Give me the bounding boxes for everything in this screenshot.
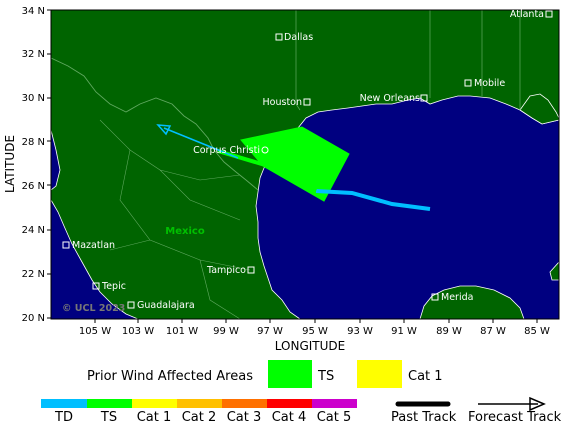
- lon-tick-label: 89 W: [436, 326, 462, 337]
- scale-label: TD: [54, 410, 73, 425]
- yucatan-peninsula: [419, 285, 525, 319]
- past-track-line: [315, 189, 431, 211]
- lon-tick-label: 95 W: [302, 326, 328, 337]
- scale-label: TS: [100, 410, 117, 425]
- us-mexico-border: [51, 57, 259, 191]
- scale-cat5: [312, 399, 357, 408]
- city-marker: [261, 146, 269, 154]
- ts-swatch: [268, 360, 312, 388]
- forecast-track-label: Forecast Track: [468, 410, 562, 425]
- intensity-scale: TD TS Cat 1 Cat 2 Cat 3 Cat 4 Cat 5: [41, 399, 357, 425]
- lon-tick-label: 105 W: [79, 326, 111, 337]
- past-track-label: Past Track: [391, 410, 457, 425]
- city-label: Tampico: [206, 265, 246, 276]
- cat1-swatch: [357, 360, 402, 388]
- scale-td: [41, 399, 87, 408]
- city-marker: [303, 98, 311, 106]
- lat-tick-label: 26 N: [22, 181, 45, 192]
- mexico-state-borders: [99, 119, 251, 319]
- lon-tick-label: 85 W: [524, 326, 550, 337]
- scale-label: Cat 2: [182, 410, 217, 425]
- city-label: Corpus Christi: [193, 145, 260, 156]
- lon-tick-label: 99 W: [213, 326, 239, 337]
- lon-tick-label: 103 W: [122, 326, 154, 337]
- lat-tick-label: 28 N: [22, 137, 45, 148]
- country-label: Mexico: [165, 226, 205, 237]
- city-marker: [464, 79, 472, 87]
- forecast-arrow-head: [156, 124, 172, 136]
- state-border: [295, 10, 521, 111]
- city-label: Tepic: [101, 281, 126, 292]
- lon-tick-label: 91 W: [391, 326, 417, 337]
- scale-cat1: [132, 399, 177, 408]
- lon-ticks: 105 W 103 W 101 W 99 W 97 W 95 W 93 W 91…: [79, 319, 550, 337]
- city-label: New Orleans: [360, 93, 420, 104]
- city-marker: [127, 301, 135, 309]
- pacific-ocean: [51, 199, 139, 319]
- scale-label: Cat 3: [227, 410, 262, 425]
- scale-label: Cat 1: [137, 410, 172, 425]
- scale-cat2: [177, 399, 222, 408]
- copyright-text: © UCL 2023: [62, 303, 125, 314]
- gulf-of-california: [51, 129, 61, 191]
- lat-ticks: 34 N 32 N 30 N 28 N 26 N 24 N 22 N 20 N: [22, 6, 51, 324]
- scale-cat3: [222, 399, 267, 408]
- city-label: Merida: [441, 292, 473, 303]
- lat-tick-label: 20 N: [22, 313, 45, 324]
- lon-tick-label: 93 W: [347, 326, 373, 337]
- scale-cat4: [267, 399, 312, 408]
- y-axis-title: LATITUDE: [3, 135, 17, 193]
- lat-tick-label: 30 N: [22, 93, 45, 104]
- city-marker: [545, 10, 553, 18]
- lat-tick-label: 34 N: [22, 6, 45, 17]
- x-axis-title: LONGITUDE: [275, 339, 345, 353]
- city-label: Houston: [263, 97, 302, 108]
- scale-label: Cat 4: [272, 410, 307, 425]
- lon-tick-label: 87 W: [480, 326, 506, 337]
- city-label: Dallas: [284, 32, 313, 43]
- florida-land: [519, 93, 559, 125]
- city-marker: [247, 266, 255, 274]
- city-label: Guadalajara: [137, 300, 195, 311]
- city-markers: Atlanta Dallas Mobile Houston New Orlean…: [62, 9, 553, 311]
- forecast-arrow-symbol: [529, 396, 546, 412]
- city-label: Atlanta: [510, 9, 544, 20]
- forecast-track-line: [163, 127, 239, 159]
- lat-tick-label: 24 N: [22, 225, 45, 236]
- lat-tick-label: 32 N: [22, 49, 45, 60]
- city-marker: [62, 241, 70, 249]
- city-label: Mobile: [474, 78, 505, 89]
- city-marker: [420, 94, 428, 102]
- scale-label: Cat 5: [317, 410, 352, 425]
- ts-legend-label: TS: [317, 369, 334, 384]
- cuba-land: [549, 261, 559, 281]
- map-border: [50, 9, 560, 320]
- lon-tick-label: 101 W: [166, 326, 198, 337]
- prior-wind-label: Prior Wind Affected Areas: [87, 369, 253, 384]
- city-marker: [431, 293, 439, 301]
- city-marker: [92, 282, 100, 290]
- cat1-legend-label: Cat 1: [408, 369, 443, 384]
- lon-tick-label: 97 W: [257, 326, 283, 337]
- scale-ts: [87, 399, 132, 408]
- city-label: Mazatlan: [72, 240, 115, 251]
- lat-tick-label: 22 N: [22, 269, 45, 280]
- city-marker: [275, 33, 283, 41]
